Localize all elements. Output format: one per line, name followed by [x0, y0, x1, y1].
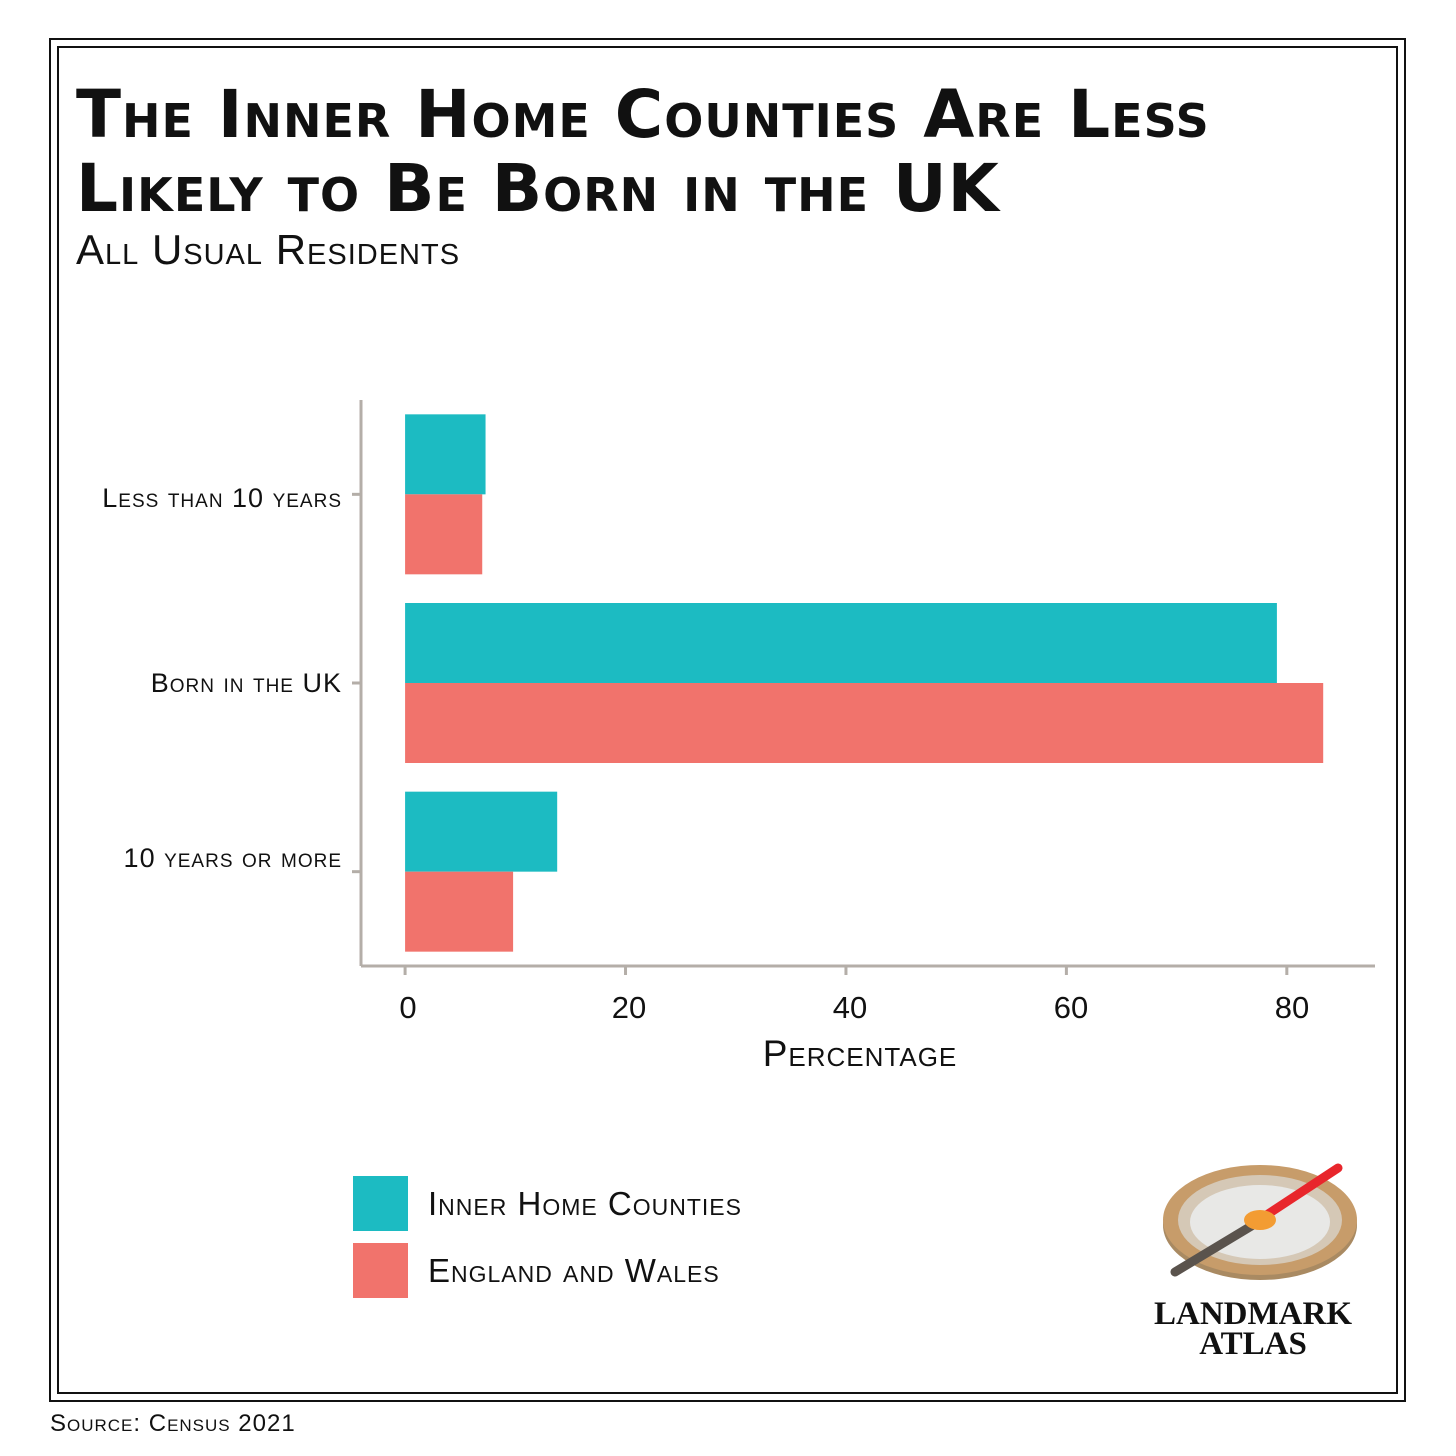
category-label-10-years-or-more: 10 years or more	[123, 843, 342, 873]
x-tick-label-0: 0	[399, 990, 417, 1025]
bar-inner-home-counties-10-years-or-more	[405, 791, 558, 872]
title-line-1: The Inner Home Counties Are Less	[76, 76, 1210, 153]
logo-text-atlas: ATLAS	[1199, 1326, 1307, 1362]
x-tick-label-80: 80	[1274, 990, 1310, 1025]
x-axis-title: Percentage	[762, 1033, 958, 1074]
compass-icon	[1163, 1163, 1357, 1280]
bar-england-and-wales-less-than-10-years	[405, 494, 483, 575]
legend-label-england-and-wales: England and Wales	[428, 1252, 720, 1289]
outer-frame	[49, 38, 1406, 1402]
category-label-born-in-uk: Born in the UK	[150, 668, 342, 698]
legend-swatch-england-and-wales	[353, 1243, 408, 1298]
x-tick-label-40: 40	[832, 990, 868, 1025]
bar-england-and-wales-born-in-the-uk	[405, 683, 1324, 763]
title-line-2: Likely to Be Born in the UK	[76, 150, 1000, 227]
bar-inner-home-counties-born-in-the-uk	[405, 603, 1277, 683]
bar-inner-home-counties-less-than-10-years	[405, 414, 486, 495]
chart-title: The Inner Home Counties Are Less Likely …	[76, 78, 1376, 226]
chart-subtitle: All Usual Residents	[76, 226, 461, 273]
source-note: Source: Census 2021	[50, 1410, 296, 1437]
x-tick-label-60: 60	[1053, 990, 1089, 1025]
x-tick-label-20: 20	[611, 990, 647, 1025]
bar-england-and-wales-10-years-or-more	[405, 871, 514, 952]
category-label-less-than-10-years: Less than 10 years	[102, 483, 342, 513]
inner-frame	[57, 46, 1398, 1394]
legend-swatch-inner-home-counties	[353, 1176, 408, 1231]
legend-label-inner-home-counties: Inner Home Counties	[428, 1185, 742, 1222]
logo-text-landmark: LANDMARK	[1154, 1296, 1352, 1332]
